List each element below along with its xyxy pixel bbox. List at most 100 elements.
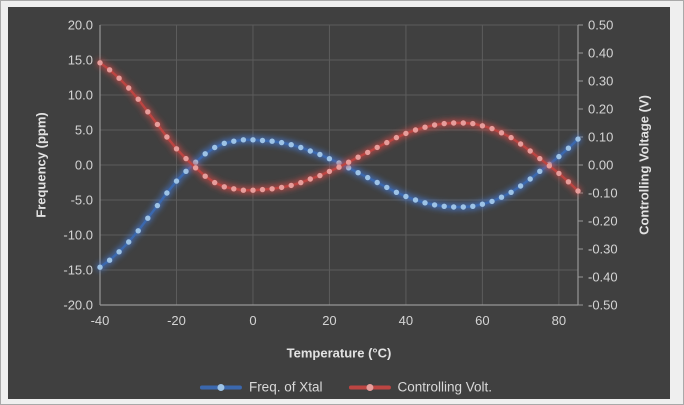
right-tick-label: -0.20: [588, 214, 618, 229]
series-marker: [412, 197, 419, 203]
series-marker: [97, 60, 103, 66]
series-marker: [269, 186, 275, 192]
series-marker: [508, 189, 514, 195]
series-marker: [498, 194, 505, 200]
series-marker: [317, 172, 323, 179]
series-marker: [479, 123, 486, 129]
right-tick-label: -0.40: [588, 270, 618, 285]
series-marker: [307, 148, 313, 154]
series-marker: [508, 134, 514, 141]
series-marker: [527, 148, 533, 154]
x-tick-label: 20: [322, 313, 336, 328]
series-marker: [365, 149, 371, 156]
series-marker: [164, 134, 170, 140]
series-marker: [403, 130, 409, 137]
series-marker: [106, 67, 113, 73]
right-tick-label: 0.40: [588, 46, 613, 61]
right-tick-label: 0.10: [588, 130, 613, 145]
series-marker: [135, 96, 141, 102]
legend-marker-icon: [365, 383, 373, 391]
series-marker: [298, 179, 304, 186]
series-marker: [517, 141, 524, 147]
series-marker: [565, 145, 572, 151]
series-marker: [97, 264, 103, 270]
series-marker: [126, 239, 132, 245]
series-marker: [460, 120, 466, 126]
series-marker: [164, 190, 170, 196]
series-marker: [384, 184, 390, 191]
series-marker: [116, 249, 122, 255]
left-tick-label: 10.0: [68, 88, 93, 103]
x-tick-label: -20: [167, 313, 186, 328]
series-marker: [298, 144, 304, 151]
series-marker: [470, 120, 476, 127]
series-marker: [575, 136, 581, 142]
right-tick-label: 0.00: [588, 158, 613, 173]
series-marker: [365, 174, 371, 181]
plot-area: 20.0 15.0 10.0 5.0 0.0 -5.0 -10.0 -15.0 -20.0 0.5…: [8, 7, 670, 399]
series-marker: [384, 139, 390, 146]
series-marker: [489, 125, 495, 132]
series-marker: [173, 146, 180, 152]
series-marker: [240, 137, 247, 143]
legend-marker-icon: [217, 383, 225, 391]
series-marker: [460, 204, 466, 210]
series-marker: [288, 182, 294, 189]
legend-item-1[interactable]: Controlling Volt.: [348, 380, 492, 395]
series-marker: [422, 200, 428, 206]
series-1: [97, 60, 581, 194]
left-tick-label: -10.0: [63, 228, 93, 243]
series-marker: [183, 155, 189, 162]
series-marker: [317, 151, 323, 158]
legend-label: Freq. of Xtal: [248, 379, 323, 395]
left-axis-title: Frequency (ppm): [33, 112, 49, 218]
series-marker: [546, 163, 552, 169]
series-marker: [355, 170, 361, 176]
series-marker: [145, 109, 151, 115]
left-tick-label: -5.0: [71, 193, 93, 208]
series-marker: [221, 140, 227, 146]
series-marker: [345, 159, 352, 165]
left-tick-label: 15.0: [68, 53, 93, 68]
series-marker: [336, 164, 342, 170]
series-marker: [106, 257, 113, 263]
series-marker: [231, 186, 237, 192]
series-marker: [556, 153, 562, 160]
series-marker: [412, 127, 419, 133]
x-axis-title: Temperature (°C): [286, 345, 392, 361]
series-marker: [135, 228, 141, 234]
left-tick-label: -20.0: [63, 298, 93, 313]
left-tick-label: 5.0: [75, 123, 93, 138]
series-marker: [278, 139, 285, 146]
series-marker: [307, 176, 313, 182]
left-tick-label: -15.0: [63, 263, 93, 278]
series-marker: [154, 121, 161, 128]
series-marker: [575, 188, 581, 194]
series-marker: [231, 138, 237, 144]
series-marker: [393, 134, 400, 141]
series-marker: [183, 168, 189, 174]
series-marker: [250, 187, 256, 193]
series-marker: [240, 187, 247, 193]
legend: Freq. of Xtal Controlling Volt.: [199, 379, 492, 395]
series-marker: [537, 168, 543, 174]
series-marker: [431, 202, 438, 208]
series-marker: [556, 170, 562, 177]
series-marker: [269, 138, 275, 144]
right-axis-title: Controlling Voltage (V): [636, 95, 652, 235]
series-marker: [403, 193, 409, 200]
series-marker: [489, 198, 495, 205]
series-marker: [221, 184, 227, 190]
series-marker: [451, 120, 457, 126]
series-marker: [451, 204, 457, 210]
x-tick-label: -40: [91, 313, 110, 328]
series-marker: [441, 120, 447, 127]
x-tick-label: 60: [475, 313, 489, 328]
series-marker: [250, 137, 256, 143]
right-tick-label: 0.50: [588, 18, 613, 33]
legend-item-0[interactable]: Freq. of Xtal: [199, 379, 323, 395]
series-marker: [498, 130, 505, 136]
chart-area[interactable]: 20.0 15.0 10.0 5.0 0.0 -5.0 -10.0 -15.0 -20.0 0.5…: [8, 7, 670, 399]
right-tick-label: 0.30: [588, 74, 613, 89]
series-marker: [202, 173, 208, 179]
